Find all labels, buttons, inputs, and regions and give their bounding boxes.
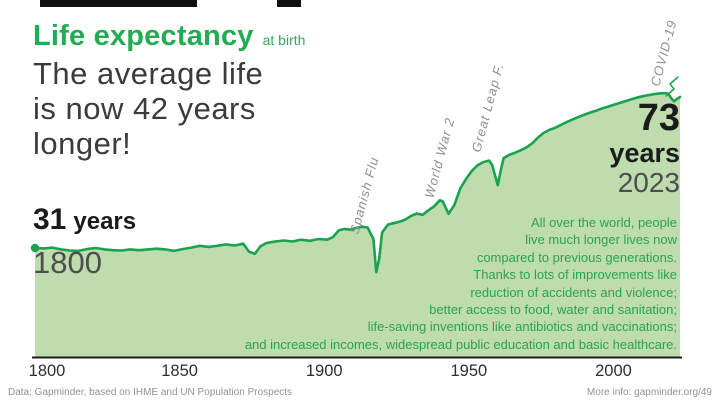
life-expectancy-line — [33, 91, 682, 274]
area-fill — [35, 93, 680, 358]
more-info-link[interactable]: More info: gapminder.org/49 — [586, 387, 712, 398]
covid-arrow — [665, 76, 679, 97]
cropped-top-bar-left — [40, 0, 197, 7]
cropped-top-bar-right — [277, 0, 301, 7]
start-point-dot — [30, 243, 40, 253]
